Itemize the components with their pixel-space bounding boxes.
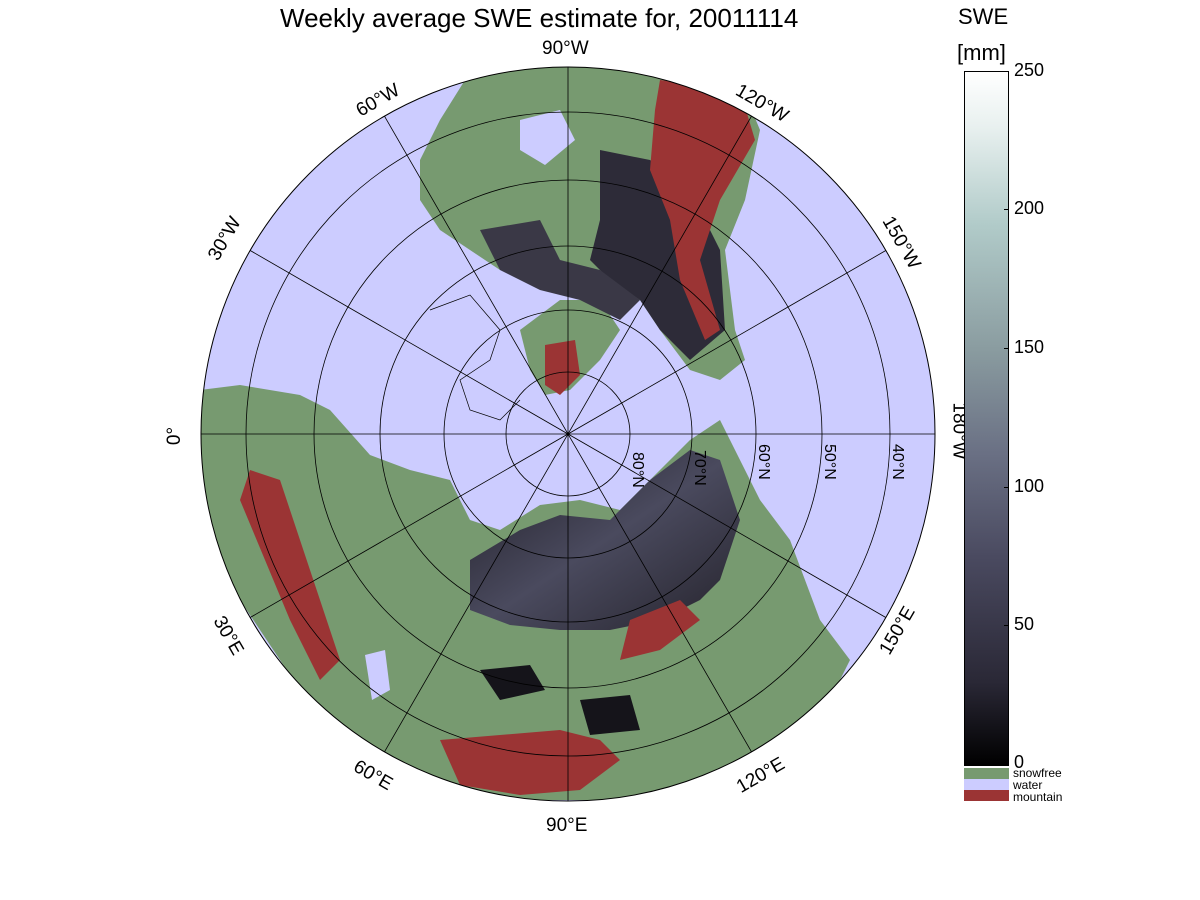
snow-patch-central-asia [580,695,640,735]
coast-greenland-outline [429,294,521,421]
map-title: Weekly average SWE estimate for, 2001111… [280,3,799,33]
mountain-greenland [545,340,580,395]
colorbar-tick-250: 250 [1014,60,1045,80]
colorbar-tick-100: 100 [1014,476,1045,496]
snow-siberia [470,450,740,630]
colorbar-tickmark [1004,487,1009,488]
colorbar-title: SWE [958,4,1009,29]
lon-label-90w: 90°W [542,38,589,59]
mountain-himalaya [440,730,620,795]
mountain-rockies [650,80,755,340]
colorbar-tick-150: 150 [1014,337,1045,357]
colorbar-units: [mm] [957,40,1006,65]
colorbar-tick-200: 200 [1014,198,1045,218]
legend-label-mountain: mountain [1013,790,1063,804]
meridian-150w-30e [249,250,887,618]
colorbar-tick-50: 50 [1014,614,1035,634]
legend-label-water: water [1013,778,1043,792]
lake-caspian [365,650,390,700]
snow-arctic-canada [480,220,640,320]
lon-label-0: 0° [164,426,186,446]
legend-swatch-water [964,779,1009,790]
mountain-siberia-east [620,600,700,660]
lat-label-60: 60°N [755,444,772,480]
lake-hudson-bay [520,110,575,165]
colorbar-tickmark [1004,348,1009,349]
mountain-alps [240,470,340,680]
lat-label-70: 70°N [691,450,708,486]
lat-label-50: 50°N [821,444,838,480]
swe-colorbar [964,71,1009,766]
colorbar-tick-0: 0 [1014,752,1025,772]
legend-swatch-mountain [964,790,1009,801]
snow-patch-asia [480,665,545,700]
legend-swatch-snowfree [964,768,1009,779]
legend-label-snowfree: snowfree [1013,766,1062,780]
lat-label-40: 40°N [889,444,906,480]
lon-label-90e: 90°E [546,815,588,836]
colorbar-tickmark [1004,209,1009,210]
colorbar-tickmark [1004,625,1009,626]
lat-label-80: 80°N [629,452,646,488]
